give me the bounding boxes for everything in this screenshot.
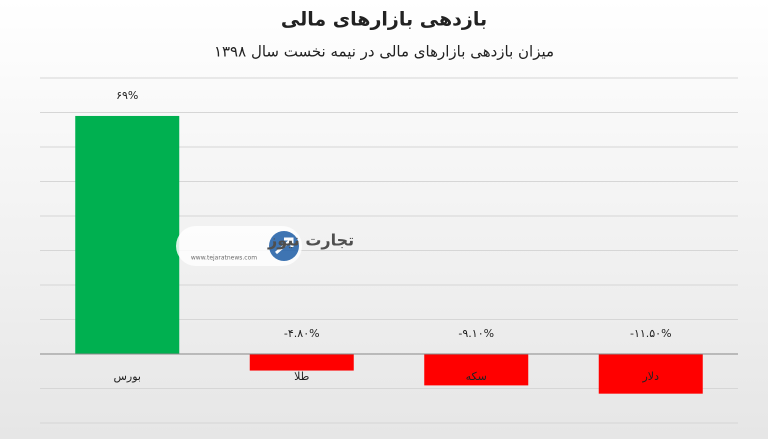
x-tick-label: طلا [294,370,310,383]
value-label: ۶۹% [116,89,138,102]
bar [598,354,703,394]
bar [75,115,180,354]
watermark-arrow [275,237,294,255]
chart-subtitle: میزان بازدهی بازارهای مالی در نیمه نخست … [214,43,554,61]
watermark: تجارت نیوز www.tejaratnews.com [176,226,354,266]
value-label: -۱۱.۵۰% [630,327,672,340]
bars: بورس ۶۹% طلا -۴.۸۰% سکه -۹.۱۰% دلار -۱۱.۵۰% [40,89,738,394]
bar [249,354,354,371]
x-tick-label: دلار [642,370,660,383]
watermark-box [176,226,302,266]
watermark-name: تجارت نیوز [267,231,354,250]
value-label: -۹.۱۰% [458,327,494,340]
value-label: -۴.۸۰% [284,327,320,340]
chart-title: بازدهی بازارهای مالی [281,9,487,31]
watermark-url: www.tejaratnews.com [191,255,257,262]
x-tick-label: سکه [466,370,487,383]
bar [424,354,529,386]
x-tick-label: بورس [114,370,141,383]
